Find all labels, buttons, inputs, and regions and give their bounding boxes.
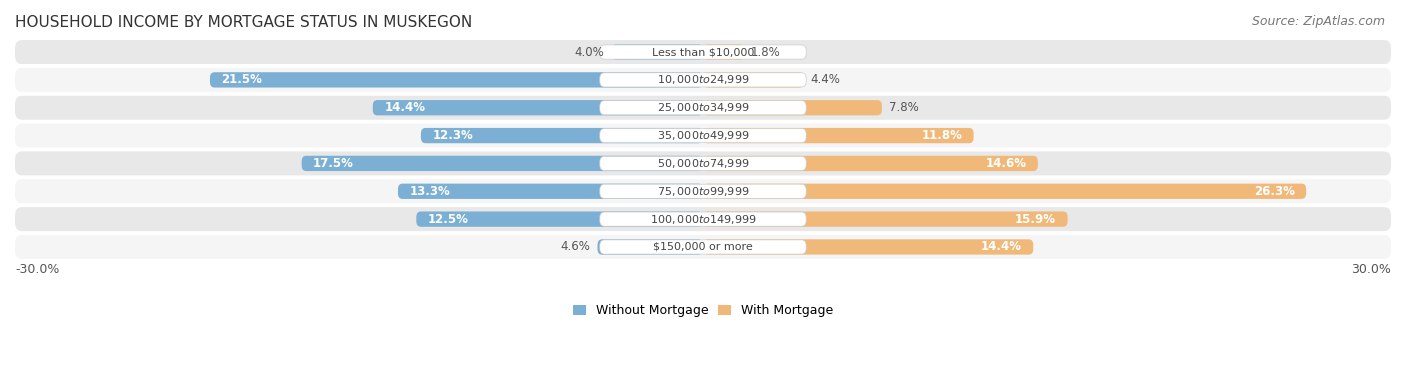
FancyBboxPatch shape — [373, 100, 703, 115]
Text: $25,000 to $34,999: $25,000 to $34,999 — [657, 101, 749, 114]
Text: 12.3%: 12.3% — [433, 129, 474, 142]
FancyBboxPatch shape — [703, 128, 973, 143]
Text: $100,000 to $149,999: $100,000 to $149,999 — [650, 212, 756, 226]
Text: -30.0%: -30.0% — [15, 263, 59, 276]
Text: 11.8%: 11.8% — [921, 129, 962, 142]
Text: $35,000 to $49,999: $35,000 to $49,999 — [657, 129, 749, 142]
FancyBboxPatch shape — [302, 156, 703, 171]
FancyBboxPatch shape — [420, 128, 703, 143]
FancyBboxPatch shape — [600, 156, 806, 170]
FancyBboxPatch shape — [600, 73, 806, 87]
FancyBboxPatch shape — [600, 212, 806, 226]
Text: 1.8%: 1.8% — [751, 45, 780, 59]
Text: Source: ZipAtlas.com: Source: ZipAtlas.com — [1251, 15, 1385, 28]
Text: 14.6%: 14.6% — [986, 157, 1026, 170]
FancyBboxPatch shape — [612, 44, 703, 60]
Text: 14.4%: 14.4% — [981, 240, 1022, 254]
Text: 4.0%: 4.0% — [575, 45, 605, 59]
FancyBboxPatch shape — [703, 239, 1033, 255]
FancyBboxPatch shape — [598, 239, 703, 255]
FancyBboxPatch shape — [703, 184, 1306, 199]
FancyBboxPatch shape — [15, 207, 1391, 231]
FancyBboxPatch shape — [703, 72, 804, 88]
Text: 4.4%: 4.4% — [811, 73, 841, 87]
FancyBboxPatch shape — [703, 211, 1067, 227]
FancyBboxPatch shape — [15, 40, 1391, 64]
FancyBboxPatch shape — [703, 100, 882, 115]
Text: 14.4%: 14.4% — [384, 101, 425, 114]
Text: 26.3%: 26.3% — [1254, 185, 1295, 198]
FancyBboxPatch shape — [600, 240, 806, 254]
FancyBboxPatch shape — [600, 45, 806, 59]
Legend: Without Mortgage, With Mortgage: Without Mortgage, With Mortgage — [568, 299, 838, 322]
Text: $50,000 to $74,999: $50,000 to $74,999 — [657, 157, 749, 170]
Text: $10,000 to $24,999: $10,000 to $24,999 — [657, 73, 749, 87]
FancyBboxPatch shape — [600, 101, 806, 115]
FancyBboxPatch shape — [703, 44, 744, 60]
Text: $75,000 to $99,999: $75,000 to $99,999 — [657, 185, 749, 198]
FancyBboxPatch shape — [398, 184, 703, 199]
FancyBboxPatch shape — [15, 152, 1391, 175]
Text: Less than $10,000: Less than $10,000 — [652, 47, 754, 57]
FancyBboxPatch shape — [15, 179, 1391, 203]
FancyBboxPatch shape — [15, 235, 1391, 259]
Text: 15.9%: 15.9% — [1015, 212, 1056, 226]
Text: HOUSEHOLD INCOME BY MORTGAGE STATUS IN MUSKEGON: HOUSEHOLD INCOME BY MORTGAGE STATUS IN M… — [15, 15, 472, 30]
Text: 21.5%: 21.5% — [221, 73, 263, 87]
FancyBboxPatch shape — [209, 72, 703, 88]
FancyBboxPatch shape — [416, 211, 703, 227]
FancyBboxPatch shape — [15, 124, 1391, 147]
Text: $150,000 or more: $150,000 or more — [654, 242, 752, 252]
Text: 7.8%: 7.8% — [889, 101, 918, 114]
Text: 12.5%: 12.5% — [427, 212, 468, 226]
Text: 30.0%: 30.0% — [1351, 263, 1391, 276]
FancyBboxPatch shape — [600, 129, 806, 143]
FancyBboxPatch shape — [15, 96, 1391, 120]
Text: 4.6%: 4.6% — [561, 240, 591, 254]
Text: 13.3%: 13.3% — [409, 185, 450, 198]
FancyBboxPatch shape — [15, 68, 1391, 92]
Text: 17.5%: 17.5% — [314, 157, 354, 170]
FancyBboxPatch shape — [600, 184, 806, 198]
FancyBboxPatch shape — [703, 156, 1038, 171]
